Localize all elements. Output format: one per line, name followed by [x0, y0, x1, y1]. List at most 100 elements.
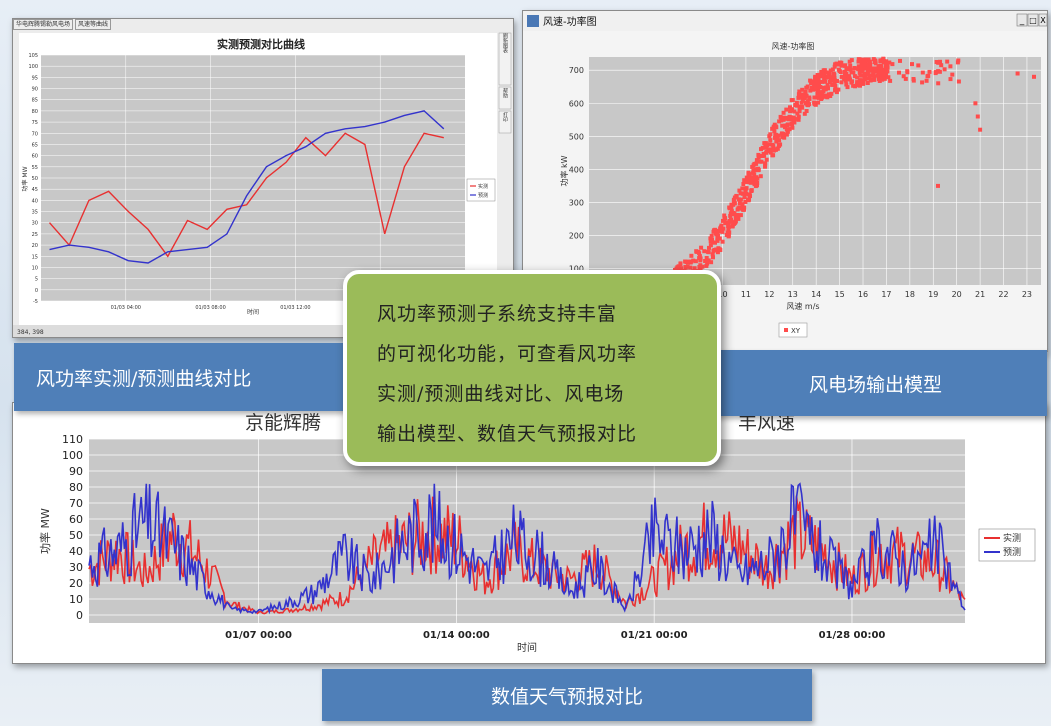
- scatter-point: [849, 58, 854, 63]
- scatter-point: [847, 59, 852, 64]
- scatter-point: [875, 73, 880, 78]
- scatter-point: [785, 129, 790, 134]
- refresh-chart-button[interactable]: [498, 32, 512, 86]
- scatter-point: [827, 71, 832, 76]
- legend-label-xy: XY: [791, 327, 801, 335]
- scatter-point: [860, 81, 865, 86]
- help-button[interactable]: [498, 86, 512, 110]
- y-tick-label: 60: [32, 154, 38, 160]
- scatter-point: [720, 239, 725, 244]
- scatter-point: [846, 66, 851, 71]
- scatter-point: [713, 227, 718, 232]
- scatter-point: [767, 142, 772, 147]
- y-tick-label: 95: [32, 75, 38, 81]
- scatter-point: [761, 151, 766, 156]
- tab-wind-farm[interactable]: 华电辉腾锡勒风电场: [13, 19, 74, 30]
- scatter-point: [898, 58, 902, 63]
- scatter-point: [820, 74, 825, 79]
- scatter-point: [818, 85, 823, 89]
- scatter-point: [715, 238, 720, 243]
- scatter-point: [698, 256, 703, 261]
- scatter-point: [876, 77, 881, 82]
- scatter-point: [856, 80, 861, 85]
- scatter-point: [836, 67, 841, 72]
- scatter-point: [784, 107, 789, 112]
- x-ticks: 01/07 00:00 01/14 00:00 01/21 00:00 01/28 0…: [225, 630, 885, 641]
- series-forecast-line: [49, 110, 445, 264]
- minimize-button[interactable]: [1016, 13, 1028, 27]
- scatter-point: [733, 219, 738, 224]
- x-tick-label: 01/14 00:00: [423, 630, 490, 641]
- scatter-point: [784, 127, 789, 132]
- scatter-point: [852, 66, 857, 70]
- x-tick-label: 23: [1022, 290, 1032, 299]
- caption-weather-forecast-text: 数值天气预报对比: [490, 685, 643, 708]
- scatter-point: [808, 88, 813, 93]
- y-ticks: 0 10 20 30 40 50 60 70 80 90 100 110: [62, 433, 83, 622]
- scatter-point: [732, 201, 737, 206]
- scatter-point: [714, 232, 719, 237]
- scatter-point: [744, 179, 749, 184]
- scatter-point: [823, 93, 828, 98]
- scatter-point: [751, 170, 756, 175]
- x-tick-label: 13: [788, 290, 798, 299]
- refresh-chart-label: 刷新图表: [502, 32, 508, 54]
- scatter-point: [865, 81, 870, 85]
- scatter-point: [836, 87, 841, 92]
- scatter-point: [876, 65, 881, 70]
- window-icon: [527, 15, 539, 27]
- scatter-point: [858, 83, 862, 88]
- x-tick-label: 21: [975, 290, 985, 299]
- scatter-point: [700, 264, 705, 269]
- callout-line-4: 输出模型、数值天气预报对比: [377, 423, 638, 445]
- scatter-point: [820, 92, 825, 97]
- scatter-point: [790, 125, 795, 130]
- scatter-point: [776, 142, 781, 147]
- scatter-point: [743, 189, 748, 194]
- scatter-point: [712, 248, 717, 252]
- scatter-point: [753, 177, 758, 182]
- print-button[interactable]: [498, 110, 512, 134]
- scatter-point: [920, 70, 925, 75]
- scatter-point: [704, 263, 709, 268]
- help-label: 帮助: [502, 87, 508, 99]
- scatter-point: [777, 119, 782, 124]
- y-tick-label: 50: [32, 176, 38, 182]
- scatter-point: [1032, 74, 1036, 79]
- scatter-point: [814, 95, 819, 100]
- caption-measured-forecast: 风功率实测/预测曲线对比: [14, 343, 352, 411]
- x-tick-label: 10: [717, 290, 727, 299]
- scatter-point: [975, 114, 980, 119]
- scatter-point: [816, 76, 821, 81]
- close-button[interactable]: [1038, 13, 1047, 27]
- scatter-point: [834, 61, 839, 66]
- scatter-point: [857, 57, 862, 62]
- scatter-point: [729, 219, 734, 224]
- x-tick-label: 01/07 00:00: [225, 630, 292, 641]
- y-tick-label: 60: [69, 513, 83, 526]
- scatter-point: [768, 138, 773, 143]
- scatter-point: [692, 267, 697, 272]
- scatter-point: [878, 59, 883, 64]
- scatter-point: [950, 72, 955, 77]
- scatter-point: [752, 161, 757, 166]
- scatter-point: [796, 117, 801, 122]
- scatter-point: [945, 59, 950, 64]
- chart-title-left: 京能辉腾: [245, 412, 321, 434]
- tab-wind-curves[interactable]: 风速等曲线: [75, 19, 112, 30]
- x-tick-label: 17: [881, 290, 891, 299]
- scatter-point: [800, 92, 805, 97]
- y-tick-label: 30: [69, 561, 83, 574]
- scatter-point: [825, 83, 830, 88]
- scatter-point: [933, 71, 938, 76]
- maximize-button[interactable]: [1027, 13, 1039, 27]
- close-icon: X: [1040, 16, 1046, 25]
- x-axis-label: 时间: [247, 308, 259, 316]
- scatter-point: [799, 94, 804, 99]
- callout-line-2: 的可视化功能，可查看风功率: [377, 343, 638, 365]
- x-ticks: 10 11 12 13 14 15 16 17 18 19 20 21 22 23: [717, 290, 1032, 299]
- x-tick-label: 01/03 12:00: [280, 305, 310, 311]
- scatter-point: [718, 248, 723, 252]
- scatter-point: [775, 136, 780, 140]
- maximize-icon: □: [1029, 16, 1037, 25]
